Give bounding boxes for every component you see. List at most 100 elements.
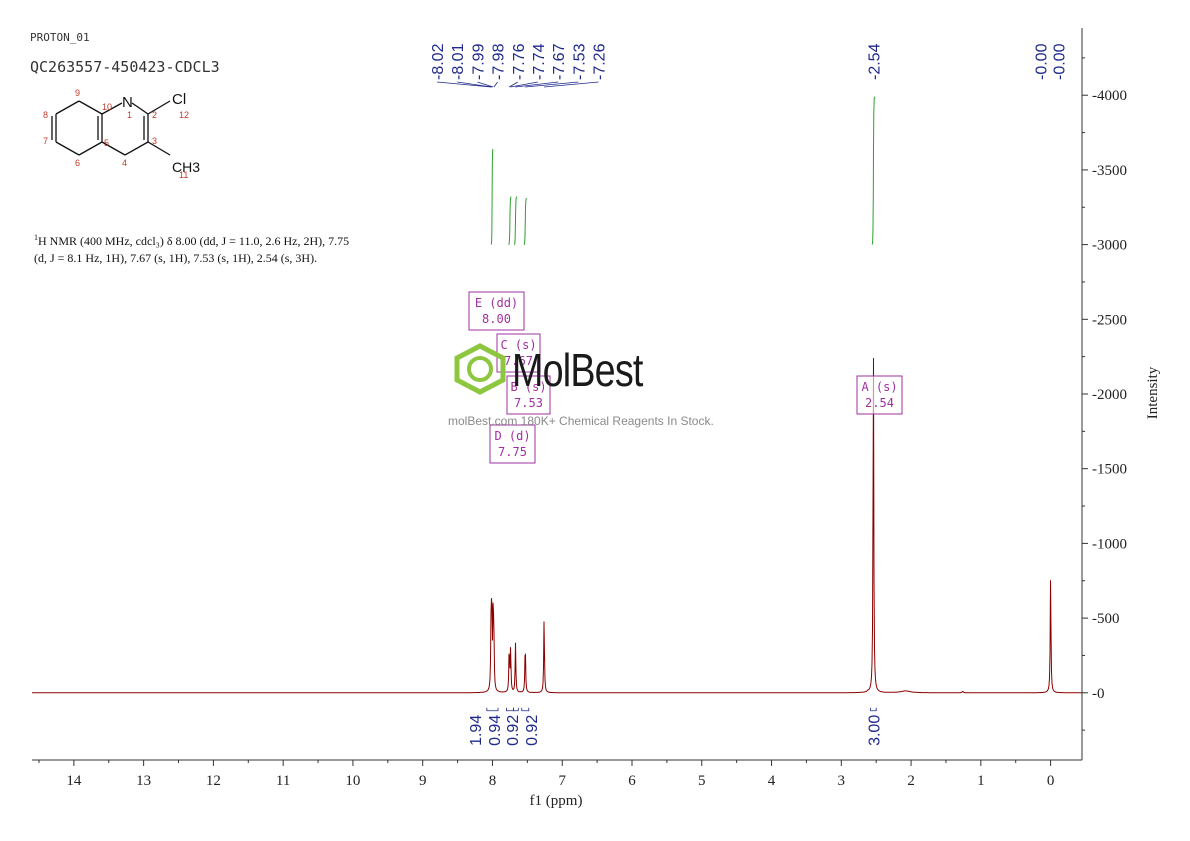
y-tick-label: -2000 [1092,387,1127,403]
multiplet-boxes: E (dd) 8.00 C (s) 7.67 B (s) 7.53 D (d) 7.75 A (… [468,291,903,464]
multiplet-shift: 7.75 [498,445,527,459]
x-tick-label: 6 [628,773,636,789]
x-axis-label: f1 (ppm) [530,793,583,809]
y-tick-label: -1000 [1092,536,1127,552]
atom-number: 3 [152,136,157,146]
multiplet-name: E (dd) [475,296,518,310]
peak-leader [525,81,579,88]
atom-n: N [122,94,133,111]
y-tick-label: -1500 [1092,462,1127,478]
y-axis-ticks: -0 -500 -1000 -1500 -2000 -2500 -3000 -3500 -400… [1082,57,1127,731]
atom-number: 10 [102,102,112,112]
peak-label: -7.74 [531,43,548,80]
y-tick-label: -500 [1092,611,1120,627]
integral-bracket [870,707,877,712]
atom-number: 7 [43,136,48,146]
peak-label: -7.67 [551,43,568,80]
peak-leader [477,81,494,88]
x-tick-label: 14 [66,773,82,789]
nmr-description-line2: (d, J = 8.1 Hz, 1H), 7.67 (s, 1H), 7.53 … [34,251,318,265]
isotope-superscript: 1 [34,233,38,242]
x-axis-ticks: 14 13 12 11 10 9 8 7 6 5 4 3 2 1 0 [38,760,1054,789]
y-tick-label: -0 [1092,686,1105,702]
peak-label: -7.99 [470,43,487,80]
x-tick-label: 11 [276,773,290,789]
multiplet-box [468,291,525,331]
atom-number: 9 [75,88,80,98]
multiplet-name: D (d) [494,429,530,443]
peak-label: -8.02 [430,43,447,80]
integral-bracket [521,707,530,712]
nmr-description-line1: 1H NMR (400 MHz, cdcl₃) δ 8.00 (dd, J = … [34,233,349,249]
integral-traces [490,96,876,246]
multiplet-shift: 2.54 [865,396,894,410]
atom-cl: Cl [172,91,186,108]
peak-label: -0.00 [1034,43,1051,80]
peak-leader [544,81,599,88]
y-tick-label: -3000 [1092,238,1127,254]
integral-curve [871,96,876,245]
peak-leader [510,81,539,88]
y-tick-label: -4000 [1092,88,1127,104]
description-text: H NMR (400 MHz, cdcl₃) δ 8.00 (dd, J = 1… [38,234,350,248]
atom-number: 8 [43,110,48,120]
spectrum-trace [32,358,1083,694]
quinoline-structure: N Cl CH3 1 2 3 4 5 6 7 8 9 10 11 12 [43,88,200,180]
integral-curve [490,148,494,245]
x-tick-label: 13 [136,773,151,789]
y-axis-label: Intensity [1145,366,1161,419]
integral-bracket [512,707,519,712]
peak-leader [436,81,492,88]
y-tick-label: -2500 [1092,312,1127,328]
atom-number: 12 [179,110,189,120]
atom-number: 4 [122,158,127,168]
watermark-brand: MolBest [512,344,643,396]
atom-number: 11 [179,170,188,180]
atom-number: 6 [75,158,80,168]
peak-label: -7.98 [491,43,508,80]
x-tick-label: 8 [489,773,497,789]
peak-labels: -8.02 -8.01 -7.99 -7.98 -7.76 -7.74 -7.67 -7.53… [430,43,1069,88]
x-tick-label: 9 [419,773,427,789]
peak-leader [493,81,498,88]
y-tick-label: -3500 [1092,163,1127,179]
multiplet-name: A (s) [861,380,897,394]
multiplet-shift: 8.00 [482,312,511,326]
multiplet-box [856,375,903,415]
molbest-logo-icon [454,343,506,395]
experiment-name: PROTON_01 [30,31,90,44]
peak-leader [515,81,559,88]
x-tick-label: 12 [206,773,221,789]
sample-name: QC263557-450423-CDCL3 [30,58,220,76]
integral-bracket [486,707,499,712]
x-tick-label: 1 [977,773,985,789]
x-tick-label: 5 [698,773,706,789]
atom-number: 1 [127,110,132,120]
multiplet-box [489,424,536,464]
peak-leader [457,81,492,88]
atom-number: 5 [104,138,109,148]
integral-value: 0.92 [524,715,541,746]
peak-label: -8.01 [450,43,467,80]
peak-label: -7.53 [571,43,588,80]
integral-bracket [506,707,514,712]
x-tick-label: 10 [345,773,360,789]
x-tick-label: 2 [907,773,915,789]
peak-leader [509,81,519,88]
multiplet-name: B (s) [510,380,546,394]
integral-curve [523,197,527,245]
peak-label: -0.00 [1052,43,1069,80]
integral-value: 0.94 [487,715,504,746]
multiplet-box [506,375,551,415]
integral-value: 1.94 [468,715,485,746]
watermark-tagline: molBest.com 180K+ Chemical Reagents In S… [448,414,714,428]
peak-label: -7.76 [511,43,528,80]
multiplet-shift: 7.67 [504,354,533,368]
peak-label: -7.26 [592,43,609,80]
atom-ch3: CH3 [172,159,200,175]
integral-curve [513,196,518,245]
integral-labels: 1.94 0.94 0.92 0.92 3.00 [468,707,883,746]
integral-curve [508,196,512,246]
x-tick-label: 4 [768,773,776,789]
